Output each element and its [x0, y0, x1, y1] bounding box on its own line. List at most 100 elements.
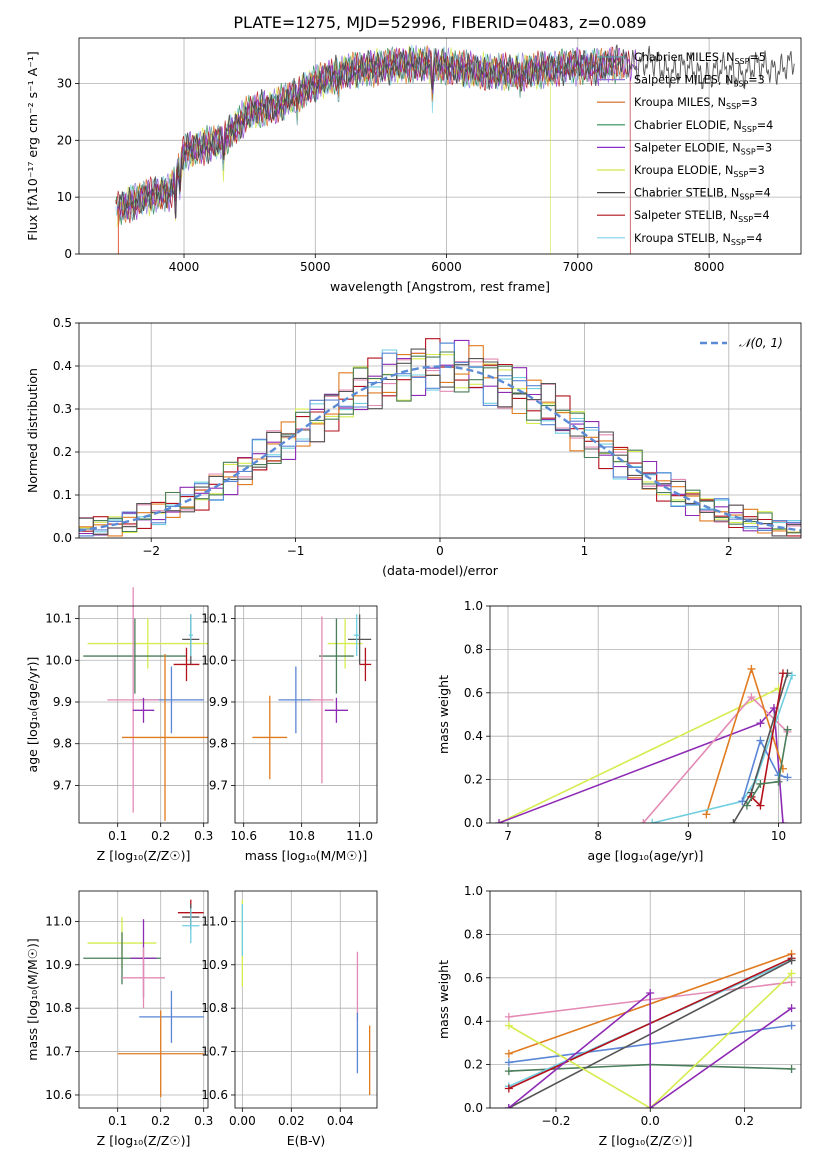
- residuals-plot: [78, 338, 802, 537]
- mass_vs_Z-ticks: 0.1 0.2 0.3 10.6 10.7 10.8 10.9 11.0: [45, 914, 213, 1128]
- legend-n: =5: [749, 51, 766, 64]
- tick-label-y: 10.8: [45, 1001, 72, 1015]
- y-axis-label: mass weight: [436, 675, 451, 754]
- tick-label-x: 0.1: [108, 1114, 127, 1128]
- legend-n: =3: [748, 74, 765, 87]
- error-point: [139, 990, 204, 1043]
- tick-label-y: 10.1: [45, 612, 72, 626]
- series-marker: [787, 969, 796, 978]
- spectrum-line: [116, 46, 638, 220]
- weight_vs_Z-plot: [504, 949, 796, 1108]
- mass_vs_Z-plot: [83, 899, 204, 1098]
- age_vs_mass-frame: [234, 605, 378, 824]
- series-marker: [787, 671, 796, 680]
- series-marker: [648, 819, 657, 823]
- legend-label: Kroupa STELIB, N: [634, 232, 731, 245]
- legend-n: =4: [753, 209, 770, 222]
- series-marker: [774, 777, 783, 786]
- series-marker: [756, 719, 765, 728]
- weight_vs_age-ticks: 7 8 9 10 0.0 0.2 0.4 0.6 0.8 1.0: [464, 599, 786, 843]
- age_vs_Z-panel: 0.1 0.2 0.3 9.7 9.8 9.9 10.0 10.1 Z [log₁₀(Z/Z☉)…: [25, 587, 213, 863]
- age_vs_Z-plot: [83, 587, 208, 821]
- legend-label: Kroupa ELODIE, N: [634, 164, 733, 177]
- x-axis-label: wavelength [Angstrom, rest frame]: [330, 279, 550, 294]
- series-marker: [756, 801, 765, 810]
- series-marker: [787, 1021, 796, 1030]
- series-marker: [778, 669, 787, 678]
- x-axis-label: Z [log₁₀(Z/Z☉)]: [97, 1133, 191, 1148]
- residuals-ticks: −2 −1 0 1 2 0.0 0.1 0.2 0.3 0.4 0.5: [53, 316, 733, 558]
- tick-label-y: 0.3: [53, 402, 72, 416]
- series-marker: [504, 1104, 513, 1108]
- error-point: [173, 647, 200, 682]
- series-marker: [504, 1067, 513, 1076]
- series-marker: [504, 1084, 513, 1093]
- error-point: [122, 653, 208, 821]
- error-point: [310, 616, 334, 784]
- spectrum-frame: [78, 37, 802, 255]
- x-axis-label: mass [log₁₀(M/M☉)]: [245, 848, 367, 863]
- legend-label: Chabrier STELIB, N: [634, 187, 739, 200]
- tick-label-y: 1.0: [464, 884, 483, 898]
- error-point: [122, 947, 165, 1009]
- tick-label-y: 10.0: [45, 653, 72, 667]
- y-axis-label: age [log₁₀(age/yr)]: [25, 657, 40, 773]
- legend-sub: SSP: [734, 57, 749, 66]
- error-point: [359, 647, 372, 682]
- tick-label-y: 10.0: [201, 653, 228, 667]
- y-axis-label: mass weight: [436, 960, 451, 1039]
- legend-entry: Salpeter ELODIE, NSSP=3: [634, 141, 772, 156]
- residual-histogram: [79, 348, 801, 537]
- tick-label-y: 10.6: [45, 1088, 72, 1102]
- tick-label-y: 0.6: [464, 971, 483, 985]
- tick-label-x: 7: [504, 829, 512, 843]
- tick-label-y: 0.4: [464, 1014, 483, 1028]
- tick-label-y: 9.8: [53, 737, 72, 751]
- mass_vs_ebv-plot: [241, 899, 371, 1095]
- series-marker: [738, 797, 747, 806]
- normal-curve: [78, 365, 802, 532]
- tick-label-x: 0.1: [108, 829, 127, 843]
- spectrum-plot: [115, 44, 795, 254]
- x-axis-label: E(B-V): [287, 1133, 326, 1148]
- x-axis-label: age [log₁₀(age/yr)]: [588, 848, 704, 863]
- series-line: [508, 991, 793, 1108]
- spectrum-line: [115, 46, 631, 254]
- tick-label-x: 8: [594, 829, 602, 843]
- legend-entry: Salpeter STELIB, NSSP=4: [634, 209, 770, 224]
- legend-sub: SSP: [739, 193, 754, 202]
- error-point: [132, 697, 155, 723]
- tick-label-x: 10.6: [230, 829, 257, 843]
- error-point: [252, 695, 288, 780]
- series-line: [498, 706, 784, 823]
- series-marker: [747, 693, 756, 702]
- legend-entry: Kroupa STELIB, NSSP=4: [634, 232, 762, 247]
- legend-entry: Kroupa ELODIE, NSSP=3: [634, 164, 765, 179]
- series-line: [498, 687, 779, 823]
- y-axis-label: Normed distribution: [25, 368, 40, 493]
- tick-label-y: 0.5: [53, 316, 72, 330]
- tick-label-y: 10.9: [45, 958, 72, 972]
- age_vs_mass-grid: [235, 606, 377, 823]
- series-marker: [504, 1058, 513, 1067]
- tick-label-x: 0.2: [735, 1114, 754, 1128]
- error-point: [278, 666, 314, 734]
- spectrum-lines: [115, 44, 795, 254]
- series-marker: [504, 1049, 513, 1058]
- tick-label-y: 0.2: [464, 1058, 483, 1072]
- spectrum-line: [118, 46, 629, 222]
- error-point: [107, 587, 159, 813]
- legend-label: Chabrier MILES, N: [634, 51, 734, 64]
- mass_vs_Z-panel: 0.1 0.2 0.3 10.6 10.7 10.8 10.9 11.0 Z [log₁₀(Z/…: [25, 890, 213, 1148]
- series-line: [508, 972, 793, 1108]
- legend-entry: Chabrier STELIB, NSSP=4: [634, 187, 771, 202]
- tick-label-x: −1: [287, 544, 305, 558]
- tick-label-y: 10.6: [201, 1088, 228, 1102]
- error-point: [83, 618, 187, 694]
- legend-sub: SSP: [738, 215, 753, 224]
- tick-label-y: 0: [64, 247, 72, 261]
- series-line: [652, 675, 793, 823]
- tick-label-y: 20: [57, 133, 72, 147]
- tick-label-y: 0.6: [464, 686, 483, 700]
